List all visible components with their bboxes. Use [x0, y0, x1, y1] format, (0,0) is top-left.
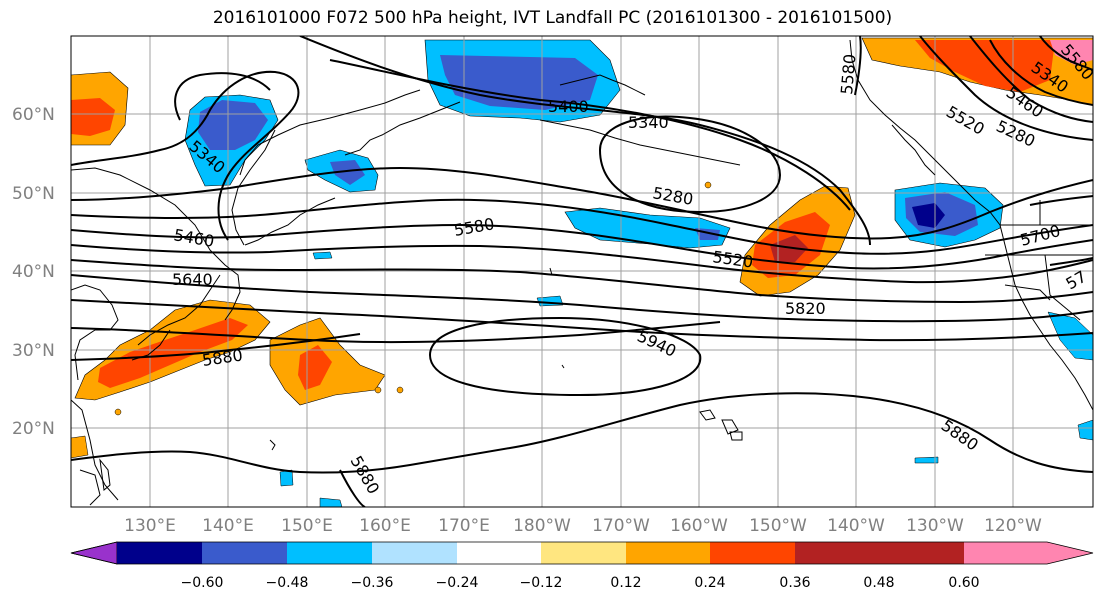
colorbar-seg-8 — [710, 542, 795, 564]
contour-label-5400: 5400 — [548, 97, 589, 116]
colorbar-seg-3 — [287, 542, 372, 564]
ivt-negative-shading — [184, 39, 1093, 507]
lon-label-120w: 120°W — [984, 516, 1042, 536]
colorbar-extend-left — [70, 541, 118, 565]
colorbar: −0.60 −0.48 −0.36 −0.24 −0.12 0.12 0.24 … — [70, 541, 1094, 591]
lat-label-20n: 20°N — [12, 419, 55, 439]
lon-label-140w: 140°W — [827, 516, 885, 536]
colorbar-tick-label: 0.24 — [694, 575, 725, 591]
contour-label-5580-ne: 5580 — [837, 53, 859, 95]
colorbar-seg-6 — [541, 542, 626, 564]
lat-label-50n: 50°N — [12, 184, 55, 204]
contour-label-5640: 5640 — [172, 270, 213, 289]
lat-label-30n: 30°N — [12, 341, 55, 361]
map-title: 2016101000 F072 500 hPa height, IVT Land… — [212, 8, 893, 28]
colorbar-tick-label: −0.60 — [181, 575, 224, 591]
lon-label-170w: 170°W — [592, 516, 650, 536]
contour-label-5820: 5820 — [785, 299, 826, 318]
lon-label-160e: 160°E — [359, 516, 411, 536]
lon-label-150w: 150°W — [749, 516, 807, 536]
colorbar-extend-right — [879, 542, 964, 564]
colorbar-extend-right-arrow — [964, 542, 1093, 564]
lon-label-130w: 130°W — [906, 516, 964, 536]
lon-label-130e: 130°E — [124, 516, 176, 536]
longitude-axis: 130°E 140°E 150°E 160°E 170°E 180°W 170°… — [124, 516, 1042, 536]
colorbar-tick-label: 0.12 — [610, 575, 641, 591]
map-gridlines — [71, 36, 1093, 507]
colorbar-seg-2 — [202, 542, 287, 564]
colorbar-tick-label: −0.24 — [436, 575, 479, 591]
colorbar-seg-7 — [626, 542, 710, 564]
colorbar-seg-9 — [795, 542, 879, 564]
colorbar-seg-4 — [372, 542, 457, 564]
map-panel: 5400 5340 5280 5580 5460 5640 5880 5940 … — [71, 36, 1093, 507]
map-frame — [70, 35, 1094, 508]
colorbar-tick-label: 0.60 — [948, 575, 979, 591]
lon-label-170e: 170°E — [438, 516, 490, 536]
contour-label-5340: 5340 — [628, 113, 669, 132]
lat-label-60n: 60°N — [12, 105, 55, 125]
colorbar-tick-label: 0.36 — [779, 575, 810, 591]
latitude-axis: 60°N 50°N 40°N 30°N 20°N — [12, 105, 55, 439]
colorbar-seg-5 — [457, 542, 541, 564]
lon-label-140e: 140°E — [202, 516, 254, 536]
lat-label-40n: 40°N — [12, 262, 55, 282]
colorbar-seg-1 — [117, 542, 202, 564]
colorbar-tick-label: 0.48 — [863, 575, 894, 591]
lon-label-150e: 150°E — [281, 516, 333, 536]
colorbar-tick-label: −0.36 — [351, 575, 394, 591]
lon-label-160w: 160°W — [670, 516, 728, 536]
colorbar-outline — [70, 541, 1094, 565]
colorbar-tick-label: −0.48 — [266, 575, 309, 591]
height-contours — [71, 36, 1093, 507]
lon-label-180w: 180°W — [513, 516, 571, 536]
colorbar-tick-label: −0.12 — [520, 575, 563, 591]
